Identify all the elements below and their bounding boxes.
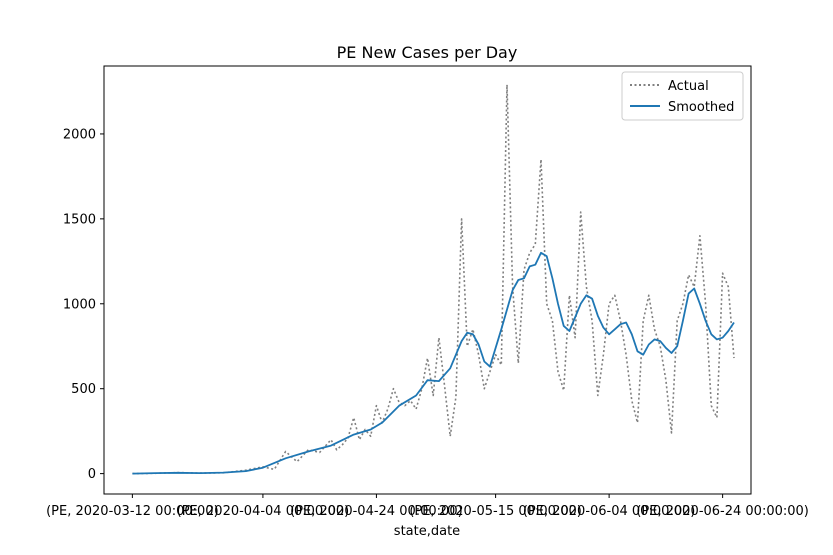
legend-box xyxy=(621,71,744,121)
series-line-actual xyxy=(132,83,735,475)
y-tick-label: 1500 xyxy=(63,212,96,227)
y-tick-label: 0 xyxy=(88,467,96,482)
legend: Actual Smoothed xyxy=(621,71,744,121)
series-layer xyxy=(132,83,735,475)
x-axis: (PE, 2020-03-12 00:00:00)(PE, 2020-04-04… xyxy=(46,494,809,519)
chart-title: PE New Cases per Day xyxy=(337,43,518,62)
series-line-smoothed xyxy=(132,251,735,475)
y-tick-label: 500 xyxy=(71,382,96,397)
x-axis-label: state,date xyxy=(394,524,460,539)
legend-label-smoothed: Smoothed xyxy=(668,100,734,115)
x-tick-label: (PE, 2020-05-15 00:00:00) xyxy=(409,504,582,519)
y-tick-label: 1000 xyxy=(63,297,96,312)
y-axis: 0 500 1000 1500 2000 xyxy=(63,127,104,482)
plot-frame xyxy=(103,65,752,495)
x-tick-label: (PE, 2020-04-24 00:00:00) xyxy=(290,504,463,519)
x-tick-label: (PE, 2020-04-04 00:00:00) xyxy=(177,504,350,519)
x-tick-label: (PE, 2020-03-12 00:00:00) xyxy=(46,504,219,519)
x-tick-label: (PE, 2020-06-24 00:00:00) xyxy=(636,504,809,519)
x-tick-label: (PE, 2020-06-04 00:00:00) xyxy=(523,504,696,519)
y-tick-label: 2000 xyxy=(63,127,96,142)
legend-label-actual: Actual xyxy=(668,79,709,94)
